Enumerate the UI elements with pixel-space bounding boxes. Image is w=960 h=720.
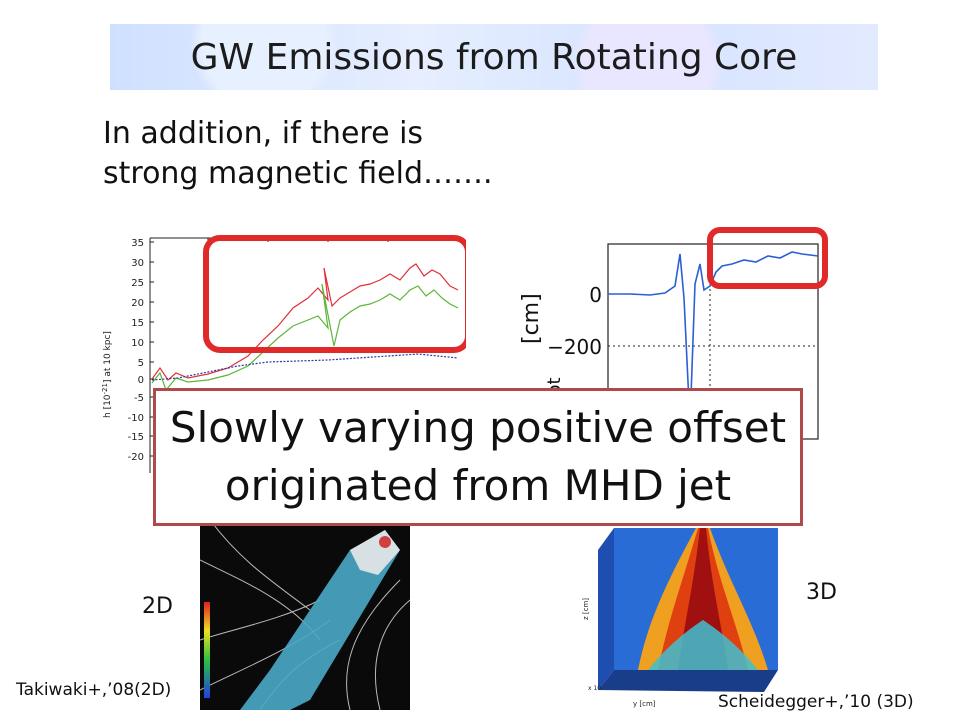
right-ytick-1: −200: [547, 335, 602, 359]
right-sim-axis-x: x 10: [588, 685, 601, 692]
callout-line-1: Slowly varying positive offset: [169, 403, 787, 452]
ytick: -20: [128, 452, 144, 463]
right-series-line: [608, 251, 819, 425]
right-sim-axis-z: z [cm]: [582, 598, 590, 620]
ytick: -15: [128, 432, 144, 443]
blue-series-line: [151, 353, 459, 381]
ytick: -10: [128, 413, 144, 424]
green-series-line: [151, 283, 459, 392]
intro-line-2: strong magnetic field…….: [103, 156, 493, 191]
title-banner: GW Emissions from Rotating Core: [110, 24, 878, 90]
label-3d: 3D: [806, 580, 837, 605]
ytick: -5: [134, 393, 144, 404]
ytick: 25: [131, 278, 144, 289]
left-simulation-image: [200, 520, 410, 710]
label-2d: 2D: [142, 594, 173, 619]
callout-box: Slowly varying positive offset originate…: [153, 388, 803, 526]
right-highlight-box: [707, 227, 828, 289]
right-simulation-image: z [cm] y [cm] x 10: [578, 520, 798, 710]
right-sim-axis-y: y [cm]: [633, 700, 656, 708]
right-ytick-0: 0: [589, 283, 602, 307]
intro-line-1: In addition, if there is: [103, 116, 424, 151]
ytick: 0: [138, 375, 144, 386]
citation-right: Scheidegger+,’10 (3D): [718, 692, 914, 712]
callout-line-2: originated from MHD jet: [224, 461, 732, 510]
ytick: 35: [131, 238, 144, 249]
ytick: 30: [131, 258, 144, 269]
right-plot-ylabel: [cm]: [519, 293, 544, 344]
red-series-line: [151, 263, 459, 381]
left-plot-ylabel: h [10-21] at 10 kpc]: [101, 331, 113, 418]
ytick: 15: [131, 318, 144, 329]
ytick: 10: [131, 338, 144, 349]
slide-title: GW Emissions from Rotating Core: [190, 36, 798, 78]
ytick: 5: [138, 358, 144, 369]
ytick: 20: [131, 298, 144, 309]
intro-text: In addition, if there is strong magnetic…: [103, 114, 493, 194]
left-plot-yticks: 35 30 25 20 15 10 5 0 -5 -10 -15 -20: [128, 238, 144, 463]
citation-left: Takiwaki+,’08(2D): [16, 680, 172, 700]
left-highlight-box: [203, 235, 466, 353]
